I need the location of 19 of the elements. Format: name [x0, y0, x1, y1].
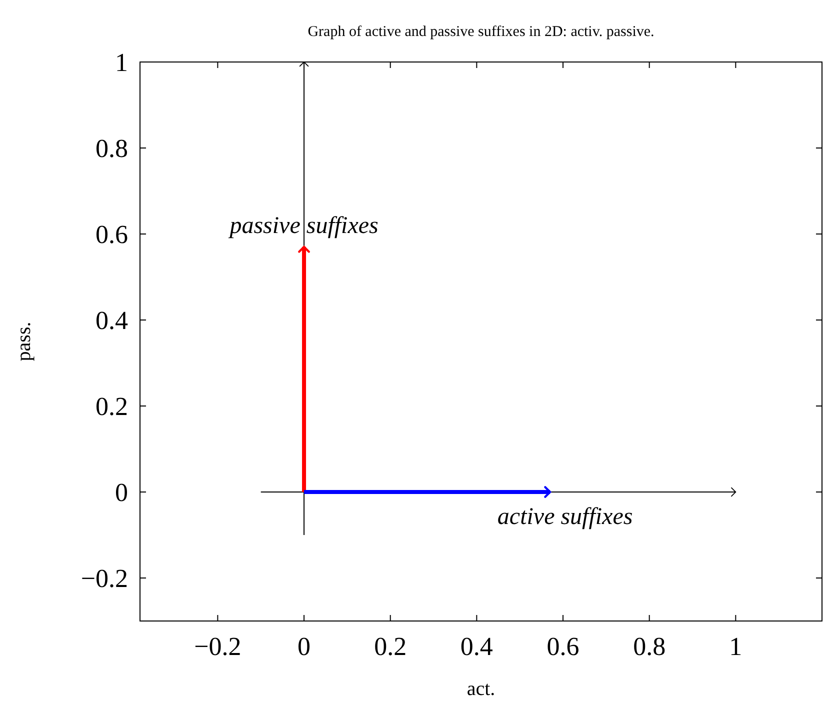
y-tick-label: 0.4 [96, 306, 128, 335]
y-tick-label: 0 [115, 478, 128, 507]
series-label: passive suffixes [228, 212, 378, 239]
y-tick-label: 0.6 [96, 220, 128, 249]
y-tick-label: −0.2 [80, 564, 128, 593]
chart-title: Graph of active and passive suffixes in 2D: activ. passive. [308, 24, 654, 40]
y-tick-label: 0.8 [96, 134, 128, 163]
x-tick-label: 1 [729, 632, 742, 661]
y-tick-label: 1 [115, 48, 128, 77]
x-tick-label: 0.2 [374, 632, 407, 661]
y-axis-title: pass. [13, 322, 35, 362]
x-tick-label: 0.6 [546, 632, 580, 661]
x-tick-label: −0.2 [194, 632, 242, 661]
x-tick-label: 0.8 [633, 632, 666, 661]
x-tick-label: 0 [298, 632, 311, 661]
x-tick-label: 0.4 [460, 632, 493, 661]
y-tick-label: 0.2 [96, 392, 128, 421]
series-label: active suffixes [497, 504, 633, 530]
x-axis-title: act. [466, 678, 496, 700]
